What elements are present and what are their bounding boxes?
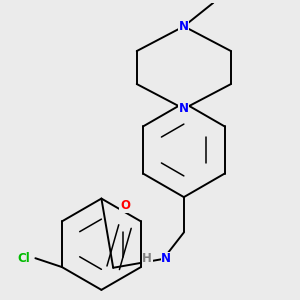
Text: O: O: [120, 200, 130, 212]
Text: N: N: [179, 102, 189, 115]
Text: N: N: [161, 252, 171, 266]
Text: N: N: [179, 20, 189, 33]
Text: H: H: [142, 252, 152, 266]
Text: Cl: Cl: [17, 252, 30, 265]
